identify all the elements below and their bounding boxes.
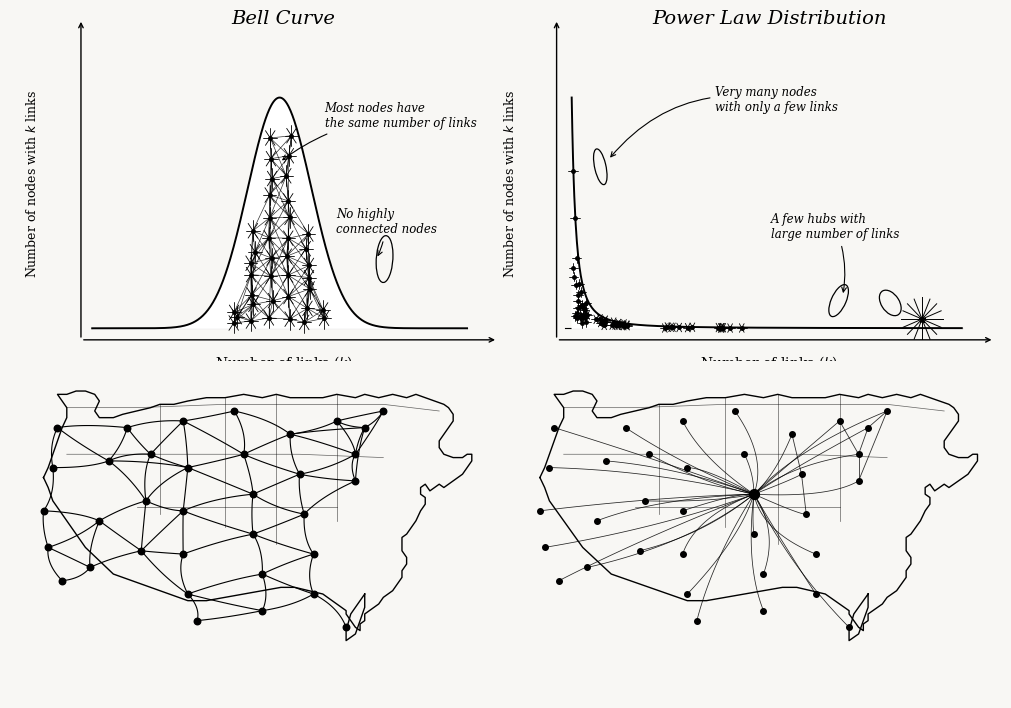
Point xyxy=(726,405,742,416)
Point xyxy=(688,615,705,627)
Point xyxy=(636,495,652,506)
Point xyxy=(840,622,856,633)
Text: A few hubs with
large number of links: A few hubs with large number of links xyxy=(770,213,899,292)
Point xyxy=(180,588,196,600)
Point xyxy=(831,416,847,427)
Text: No highly
connected nodes: No highly connected nodes xyxy=(336,208,437,256)
Point xyxy=(849,449,865,460)
Point xyxy=(338,622,354,633)
Point xyxy=(754,569,770,580)
Point xyxy=(541,462,557,473)
Point xyxy=(305,549,321,560)
Point xyxy=(245,528,261,539)
Point xyxy=(532,506,548,517)
Point xyxy=(245,489,261,500)
Point xyxy=(305,588,321,600)
Point xyxy=(91,515,107,527)
Point xyxy=(579,561,595,573)
Point xyxy=(137,495,154,506)
Text: Number of links ($k$): Number of links ($k$) xyxy=(700,355,837,372)
Point xyxy=(143,449,159,460)
Point xyxy=(329,416,345,427)
Point xyxy=(546,422,562,433)
Point xyxy=(133,545,150,556)
Point xyxy=(550,575,566,586)
Point xyxy=(673,416,690,427)
Point xyxy=(175,549,191,560)
Point xyxy=(807,549,823,560)
Point xyxy=(282,428,298,440)
Point xyxy=(641,449,657,460)
Point xyxy=(291,469,307,480)
Point xyxy=(356,422,372,433)
Point xyxy=(673,506,690,517)
Point xyxy=(347,449,363,460)
Text: Number of nodes with $k$ links: Number of nodes with $k$ links xyxy=(502,90,517,278)
Point xyxy=(736,449,752,460)
Point xyxy=(54,575,70,586)
Point xyxy=(588,515,605,527)
Point xyxy=(100,455,116,467)
Point xyxy=(180,462,196,473)
Text: Number of links ($k$): Number of links ($k$) xyxy=(214,355,352,372)
Point xyxy=(879,405,895,416)
Point xyxy=(40,542,57,553)
Text: Very many nodes
with only a few links: Very many nodes with only a few links xyxy=(611,86,837,156)
Point xyxy=(745,489,761,500)
Point xyxy=(175,506,191,517)
Point xyxy=(849,475,865,486)
Point xyxy=(631,545,647,556)
Point xyxy=(236,449,252,460)
Point xyxy=(807,588,823,600)
Point xyxy=(375,405,391,416)
Point xyxy=(119,422,135,433)
Title: Power Law Distribution: Power Law Distribution xyxy=(651,10,886,28)
Point xyxy=(793,469,809,480)
Point xyxy=(784,428,800,440)
Point xyxy=(35,506,52,517)
Point xyxy=(798,508,814,520)
Point xyxy=(673,549,690,560)
Text: Most nodes have
the same number of links: Most nodes have the same number of links xyxy=(282,102,476,160)
Point xyxy=(617,422,633,433)
Point xyxy=(859,422,876,433)
Point xyxy=(296,508,312,520)
Point xyxy=(678,462,695,473)
Point xyxy=(189,615,205,627)
Point xyxy=(50,422,66,433)
Point xyxy=(536,542,552,553)
Point xyxy=(745,528,761,539)
Text: Number of nodes with $k$ links: Number of nodes with $k$ links xyxy=(25,90,39,278)
Point xyxy=(226,405,243,416)
Point xyxy=(254,605,270,616)
Point xyxy=(754,605,770,616)
Point xyxy=(82,561,98,573)
Point xyxy=(678,588,695,600)
Point xyxy=(175,416,191,427)
Point xyxy=(598,455,614,467)
Point xyxy=(44,462,61,473)
Title: Bell Curve: Bell Curve xyxy=(232,10,335,28)
Point xyxy=(347,475,363,486)
Point xyxy=(745,489,761,500)
Point xyxy=(254,569,270,580)
